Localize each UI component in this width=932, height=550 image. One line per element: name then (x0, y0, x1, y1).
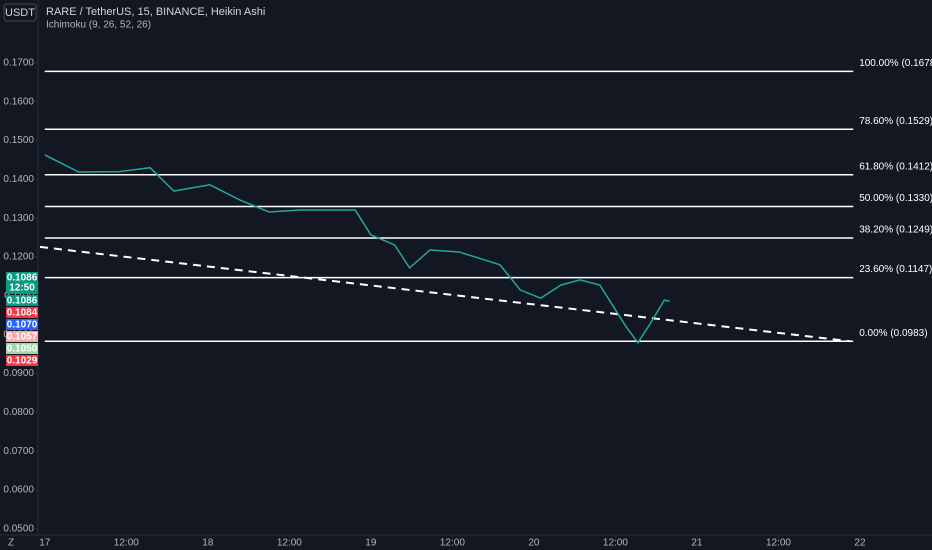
x-tick-label: 12:00 (277, 538, 302, 549)
fib-label: 23.60% (0.1147) (859, 264, 932, 275)
fib-label: 0.00% (0.0983) (859, 328, 927, 339)
price-badge (6, 331, 38, 342)
indicator-label: Ichimoku (9, 26, 52, 26) (46, 20, 151, 31)
x-tick-label: 12:00 (114, 538, 139, 549)
x-tick-label: 20 (528, 538, 540, 549)
price-badge-label: 0.1070 (7, 320, 38, 331)
x-tick-label: 18 (202, 538, 214, 549)
y-tick-label: 0.1700 (3, 58, 34, 69)
fib-label: 61.80% (0.1412) (859, 161, 932, 172)
zoom-button[interactable]: Z (8, 538, 14, 549)
y-tick-label: 0.1300 (3, 213, 34, 224)
y-tick-label: 0.0600 (3, 485, 34, 496)
x-tick-label: 22 (854, 538, 866, 549)
price-badge (6, 307, 38, 318)
y-tick-label: 0.1200 (3, 252, 34, 263)
price-line (44, 154, 670, 345)
price-badge (6, 272, 38, 294)
x-tick-label: 12:00 (766, 538, 791, 549)
price-badge-label: 0.1050 (7, 344, 38, 355)
price-badge-label: 0.1086 (7, 296, 38, 307)
chart-title: RARE / TetherUS, 15, BINANCE, Heikin Ash… (46, 6, 265, 18)
x-tick-label: 17 (39, 538, 51, 549)
x-tick-label: 12:00 (440, 538, 465, 549)
price-badge-label: 0.1057 (7, 332, 38, 343)
y-tick-label: 0.1500 (3, 135, 34, 146)
price-badge (6, 295, 38, 306)
price-badge-label: 0.1084 (7, 308, 38, 319)
price-badge-label: 0.1029 (7, 356, 38, 367)
y-tick-label: 0.0900 (3, 368, 34, 379)
x-tick-label: 12:00 (603, 538, 628, 549)
y-tick-label: 0.1400 (3, 174, 34, 185)
price-badge (6, 343, 38, 354)
price-badge-time: 12:50 (9, 283, 35, 294)
x-tick-label: 21 (691, 538, 703, 549)
fib-label: 38.20% (0.1249) (859, 225, 932, 236)
price-badge (6, 319, 38, 330)
fib-label: 78.60% (0.1529) (859, 116, 932, 127)
y-tick-label: 0.0700 (3, 446, 34, 457)
currency-button[interactable] (3, 3, 37, 22)
fib-label: 50.00% (0.1330) (859, 193, 932, 204)
y-tick-label: 0.0800 (3, 407, 34, 418)
trendline (39, 245, 851, 343)
y-tick-label: 0.1600 (3, 96, 34, 107)
currency-label: USDT (5, 7, 35, 19)
price-badge (6, 355, 38, 366)
y-tick-label: 0.0500 (3, 523, 34, 534)
fib-label: 100.00% (0.1678) (859, 58, 932, 69)
x-tick-label: 19 (365, 538, 377, 549)
price-badge-label: 0.1086 (7, 273, 38, 284)
